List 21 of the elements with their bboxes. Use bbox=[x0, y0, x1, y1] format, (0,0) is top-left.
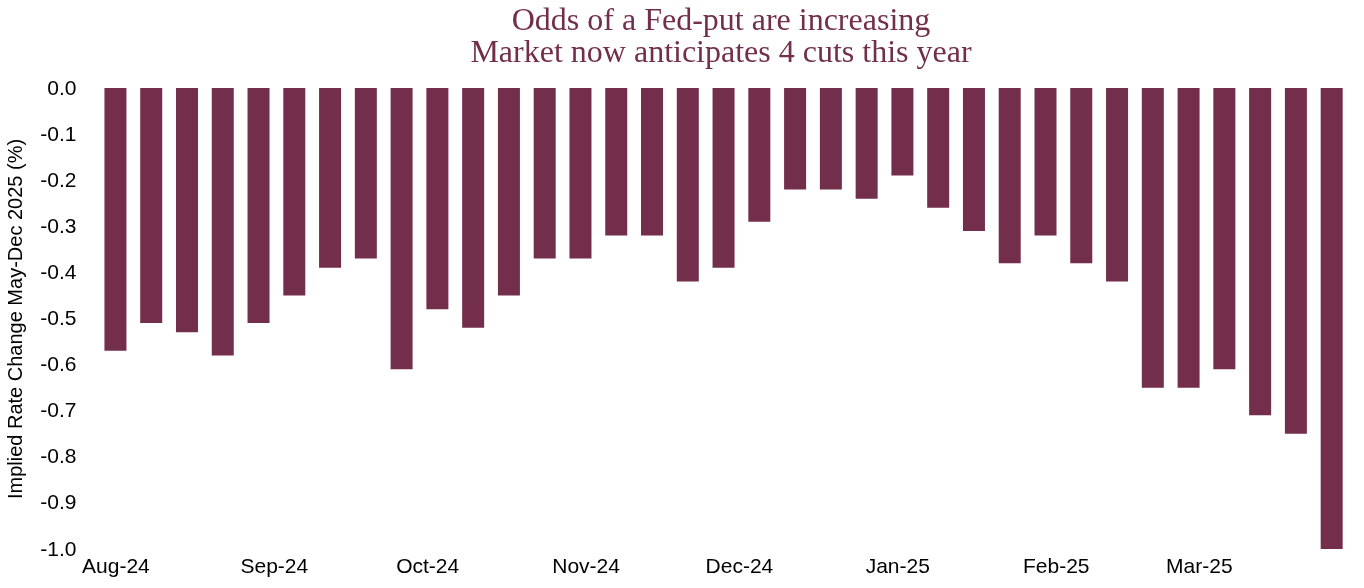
y-tick-label: -0.7 bbox=[40, 398, 77, 422]
x-tick-label: Mar-25 bbox=[1166, 553, 1233, 577]
y-tick-label: -0.2 bbox=[40, 167, 77, 191]
x-tick-label: Nov-24 bbox=[552, 553, 621, 577]
y-tick-label: -0.3 bbox=[40, 213, 77, 237]
y-tick-label: -0.6 bbox=[40, 352, 77, 376]
y-tick-label: -0.9 bbox=[40, 490, 77, 514]
y-tick-label: -0.8 bbox=[40, 444, 77, 468]
y-axis-title: Implied Rate Change May-Dec 2025 (%) bbox=[4, 138, 27, 500]
x-tick-label: Feb-25 bbox=[1022, 553, 1090, 577]
y-tick-label: -0.1 bbox=[40, 121, 77, 145]
chart-title: Odds of a Fed-put are increasing bbox=[511, 1, 931, 37]
y-tick-label: -0.4 bbox=[40, 259, 77, 283]
y-tick-label: -0.5 bbox=[40, 306, 77, 329]
x-tick-label: Sep-24 bbox=[240, 553, 309, 577]
x-tick-label: Jan-25 bbox=[865, 553, 930, 577]
y-tick-label: 0.0 bbox=[47, 75, 77, 99]
x-tick-label: Oct-24 bbox=[396, 553, 460, 577]
x-tick-label: Aug-24 bbox=[82, 553, 151, 577]
y-tick-label: -1.0 bbox=[40, 536, 77, 560]
x-tick-label: Dec-24 bbox=[705, 553, 774, 577]
